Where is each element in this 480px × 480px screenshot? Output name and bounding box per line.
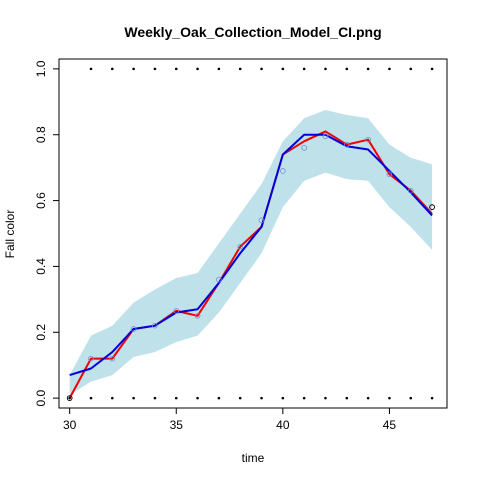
- data-point: [258, 217, 265, 224]
- rug-dot-bottom: [174, 396, 178, 400]
- chart-title: Weekly_Oak_Collection_Model_CI.png: [124, 24, 381, 40]
- rug-dot-bottom: [68, 396, 71, 400]
- rug-dot-bottom: [366, 396, 370, 400]
- x-tick-label: 30: [63, 418, 77, 432]
- rug-dot-bottom: [388, 396, 391, 400]
- rug-dot-top: [366, 67, 370, 71]
- y-tick-label: 0.6: [34, 192, 48, 209]
- rug-dot-bottom: [217, 396, 221, 400]
- rug-dot-bottom: [153, 396, 157, 400]
- rug-dot-top: [388, 67, 391, 71]
- data-point: [344, 141, 350, 148]
- series-lines-layer: [68, 130, 433, 399]
- rug-dot-top: [153, 67, 157, 71]
- rug-dot-bottom: [345, 396, 349, 400]
- data-points-layer: [66, 67, 435, 401]
- y-tick-label: 1.0: [34, 60, 48, 77]
- y-tick-label: 0.2: [34, 324, 48, 341]
- rug-dot-bottom: [281, 396, 285, 400]
- rug-dot-top: [217, 67, 221, 71]
- rug-dot-bottom: [238, 396, 242, 400]
- rug-dot-top: [174, 67, 178, 71]
- confidence-band: [69, 110, 433, 395]
- rug-dot-bottom: [324, 396, 327, 400]
- rug-dot-bottom: [430, 396, 434, 400]
- data-point: [152, 322, 158, 329]
- data-point: [109, 355, 116, 362]
- rug-dot-top: [345, 67, 349, 71]
- data-point: [365, 136, 371, 143]
- confidence-band-layer: [69, 110, 433, 395]
- rug-dot-top: [430, 67, 434, 71]
- x-tick-label: 35: [170, 418, 184, 432]
- data-point: [280, 168, 286, 174]
- y-axis-label: Fall color: [3, 210, 17, 259]
- rug-dot-bottom: [132, 396, 135, 400]
- rug-dot-top: [132, 67, 135, 71]
- data-point: [237, 243, 244, 250]
- data-point: [130, 326, 137, 332]
- data-point: [88, 355, 94, 362]
- rug-dot-bottom: [110, 396, 114, 400]
- y-tick-label: 0.0: [34, 389, 48, 406]
- rug-dot-top: [281, 67, 285, 71]
- rug-dot-top: [302, 67, 306, 71]
- axes-layer: 30 35 40 45 0.0 0.2 0.4 0.6 0.8 1.0: [34, 60, 396, 432]
- x-tick-label: 40: [276, 418, 290, 432]
- rug-dot-bottom: [409, 396, 413, 400]
- data-point: [194, 313, 201, 319]
- x-axis-label: time: [242, 451, 265, 465]
- data-point-endpoint: [66, 395, 73, 401]
- rug-dot-bottom: [196, 396, 199, 400]
- rug-dot-top: [324, 67, 327, 71]
- y-tick-label: 0.8: [34, 126, 48, 143]
- data-point: [386, 171, 393, 178]
- rug-dot-top: [110, 67, 114, 71]
- data-point: [301, 145, 307, 151]
- rug-dot-top: [196, 67, 199, 71]
- rug-dot-top: [260, 67, 263, 71]
- data-point-endpoint: [429, 204, 435, 211]
- rug-dot-bottom: [89, 396, 93, 400]
- rug-dot-top: [89, 67, 93, 71]
- series-line-2: [69, 133, 433, 377]
- data-point: [216, 276, 222, 283]
- y-tick-label: 0.4: [34, 258, 48, 275]
- data-point: [407, 187, 414, 194]
- rug-dot-top: [238, 67, 242, 71]
- data-point: [322, 133, 329, 140]
- rug-dot-top: [409, 67, 413, 71]
- plot-frame: [58, 58, 448, 409]
- data-point: [173, 308, 180, 314]
- x-tick-label: 45: [383, 418, 397, 432]
- rug-dot-bottom: [302, 396, 306, 400]
- rug-dot-bottom: [260, 396, 263, 400]
